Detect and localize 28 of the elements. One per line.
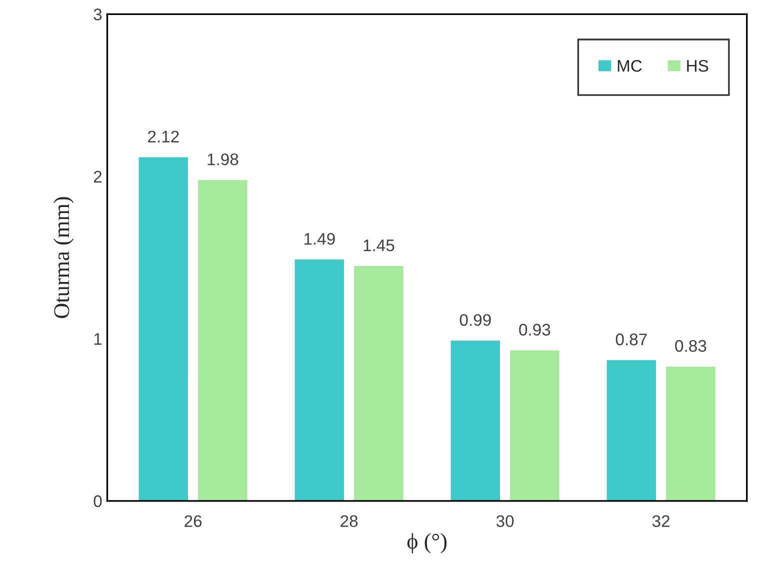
data-label: 1.98: [208, 153, 238, 166]
data-label: 1.49: [304, 232, 335, 245]
data-label: 0.93: [519, 324, 550, 336]
y-axis-title: Oturma (mm): [54, 197, 74, 318]
x-tick-label: 32: [652, 515, 670, 528]
data-label: 1.45: [364, 240, 394, 252]
bar: [197, 179, 248, 501]
data-label: 2.12: [148, 130, 179, 142]
x-tick-label: 30: [496, 515, 514, 528]
bar: [450, 340, 501, 501]
x-tick-label: 26: [184, 515, 202, 528]
bar: [138, 156, 189, 501]
bar: [509, 350, 560, 501]
legend-label: MC: [618, 60, 642, 72]
data-label: 0.87: [616, 334, 647, 346]
bar: [665, 366, 716, 501]
y-tick-label: 2: [94, 170, 102, 182]
bar: [353, 265, 404, 501]
y-tick-label: 3: [94, 8, 102, 20]
bar: [294, 258, 345, 501]
data-label: 0.83: [675, 340, 706, 352]
x-tick-label: 28: [340, 515, 358, 528]
data-label: 0.99: [460, 314, 491, 326]
y-tick-label: 1: [94, 333, 102, 345]
bar: [606, 359, 657, 501]
legend-label: HS: [687, 60, 708, 72]
y-tick-label: 0: [94, 495, 102, 508]
x-axis-title: ϕ (°): [407, 533, 447, 554]
